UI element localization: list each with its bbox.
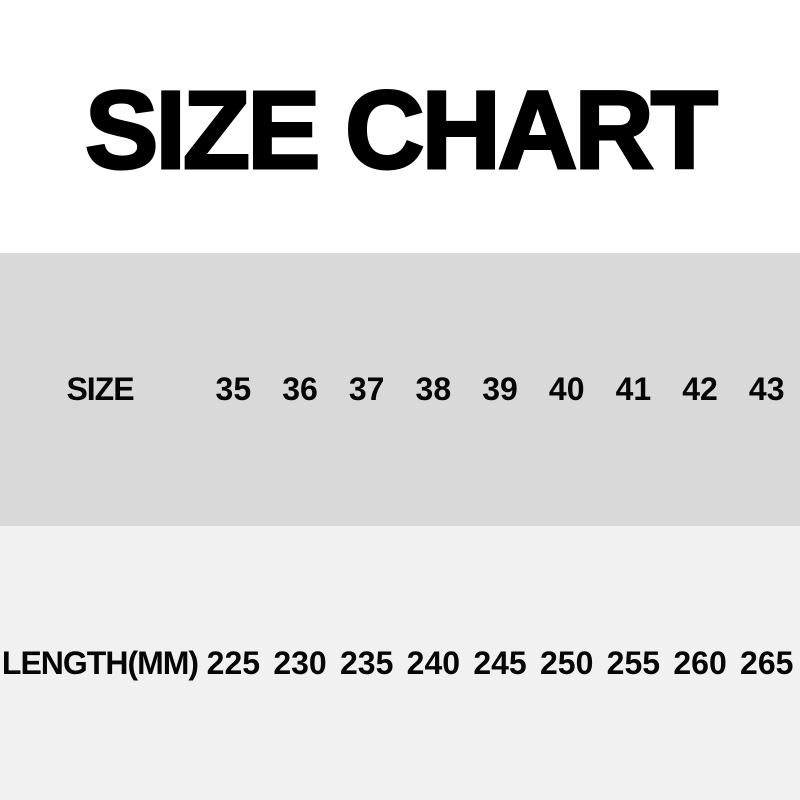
length-row-band: LENGTH(MM) 225 230 235 240 245 250 255 2… xyxy=(0,526,800,800)
size-value: 41 xyxy=(615,371,652,407)
length-value: 250 xyxy=(540,644,594,681)
length-value: 235 xyxy=(339,644,394,681)
length-row-label: LENGTH(MM) xyxy=(1,644,199,681)
length-value: 230 xyxy=(273,644,327,681)
table-row: SIZE 35 36 37 38 39 40 41 42 43 xyxy=(0,371,800,408)
length-value: 255 xyxy=(606,644,661,681)
size-value: 36 xyxy=(282,371,318,407)
size-value: 43 xyxy=(748,371,785,407)
length-value: 265 xyxy=(740,644,794,681)
size-value: 39 xyxy=(482,371,518,407)
length-value: 260 xyxy=(673,644,727,681)
length-value: 245 xyxy=(473,644,527,681)
page-title: SIZE CHART xyxy=(84,68,720,192)
size-row-label: SIZE xyxy=(66,371,134,407)
size-value: 42 xyxy=(682,371,718,407)
size-value: 40 xyxy=(548,371,585,407)
size-value: 35 xyxy=(215,371,252,407)
title-section: SIZE CHART xyxy=(0,0,800,253)
table-row: LENGTH(MM) 225 230 235 240 245 250 255 2… xyxy=(0,645,800,682)
length-value: 225 xyxy=(206,644,261,681)
length-value: 240 xyxy=(406,644,461,681)
size-value: 37 xyxy=(348,371,385,407)
size-row-band: SIZE 35 36 37 38 39 40 41 42 43 xyxy=(0,253,800,526)
size-value: 38 xyxy=(415,371,452,407)
